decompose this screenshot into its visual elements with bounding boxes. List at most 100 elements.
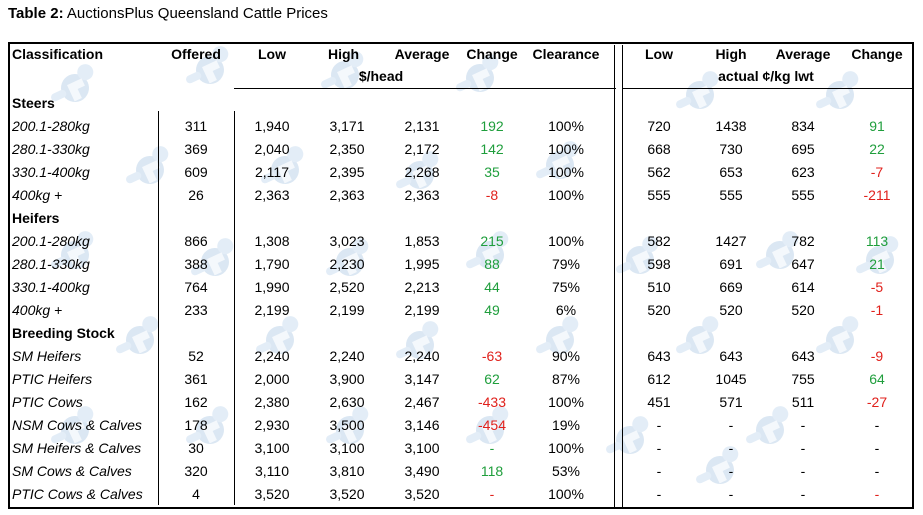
cell-clearance: 19% [551, 417, 581, 433]
cell-high: 3,171 [329, 118, 365, 134]
cell-high: 2,630 [329, 394, 365, 410]
cell-kg-low: 510 [647, 279, 671, 295]
cell-low: 2,380 [254, 394, 290, 410]
cell-change: -63 [481, 348, 503, 364]
cell-offered: 52 [188, 348, 204, 364]
cell-average: 3,146 [404, 417, 440, 433]
cell-clearance: 75% [551, 279, 581, 295]
cell-average: 3,147 [404, 371, 440, 387]
cell-kg-low: 612 [647, 371, 671, 387]
cell-change: - [489, 486, 495, 502]
cell-clearance: 100% [548, 486, 584, 502]
cell-offered: 609 [184, 164, 208, 180]
cell-kg-change: -1 [870, 302, 884, 318]
cell-offered: 4 [192, 486, 200, 502]
cell-average: 1,853 [404, 233, 440, 249]
cell-kg-change: -211 [863, 187, 891, 203]
cell-kg-high: 520 [719, 302, 743, 318]
cell-kg-high: 1427 [715, 233, 747, 249]
section-heading: Breeding Stock [12, 325, 115, 341]
row-label: 280.1-330kg [12, 256, 90, 272]
header-offered: Offered [171, 46, 221, 62]
cell-clearance: 100% [548, 394, 584, 410]
cell-high: 2,230 [329, 256, 365, 272]
row-label: SM Cows & Calves [12, 463, 132, 479]
cell-kg-high: 643 [719, 348, 743, 364]
cell-offered: 764 [184, 279, 208, 295]
cell-high: 2,395 [329, 164, 365, 180]
cell-kg-change: - [874, 486, 880, 502]
cell-kg-change: -5 [870, 279, 884, 295]
column-divider [234, 111, 235, 505]
cattle-prices-table [8, 42, 914, 509]
cell-low: 2,930 [254, 417, 290, 433]
cell-low: 1,990 [254, 279, 290, 295]
row-label: 200.1-280kg [12, 233, 90, 249]
cell-kg-low: - [656, 417, 662, 433]
cell-kg-high: 653 [719, 164, 743, 180]
cell-high: 2,350 [329, 141, 365, 157]
cell-offered: 162 [184, 394, 208, 410]
cell-change: 49 [484, 302, 500, 318]
cell-clearance: 100% [548, 440, 584, 456]
cell-kg-high: 571 [719, 394, 743, 410]
cell-kg-average: 647 [791, 256, 815, 272]
cell-average: 3,100 [404, 440, 440, 456]
table-caption: AuctionsPlus Queensland Cattle Prices [63, 5, 328, 22]
cell-kg-change: -27 [866, 394, 888, 410]
table-number: Table 2: [8, 5, 64, 22]
cell-kg-average: 511 [791, 394, 815, 410]
table-title: Table 2: AuctionsPlus Queensland Cattle … [8, 5, 328, 22]
cell-kg-change: 22 [869, 141, 885, 157]
cell-kg-change: 21 [869, 256, 885, 272]
header-rule [234, 88, 616, 89]
cell-kg-change: - [874, 463, 880, 479]
cell-average: 2,199 [404, 302, 440, 318]
cell-change: 88 [484, 256, 500, 272]
cell-average: 2,268 [404, 164, 440, 180]
row-label: 330.1-400kg [12, 164, 90, 180]
header-classification: Classification [12, 46, 104, 62]
cell-kg-average: 623 [791, 164, 815, 180]
row-label: 280.1-330kg [12, 141, 90, 157]
cell-kg-low: 582 [647, 233, 671, 249]
cell-kg-high: - [728, 417, 734, 433]
cell-average: 1,995 [404, 256, 440, 272]
cell-kg-average: 643 [791, 348, 815, 364]
cell-kg-average: - [800, 440, 806, 456]
cell-offered: 866 [184, 233, 208, 249]
cell-low: 2,040 [254, 141, 290, 157]
cell-change: 118 [480, 463, 504, 479]
cell-kg-low: 451 [647, 394, 671, 410]
cell-kg-change: -9 [870, 348, 884, 364]
cell-low: 3,520 [254, 486, 290, 502]
cell-low: 2,117 [255, 164, 289, 180]
cell-average: 2,467 [404, 394, 440, 410]
cell-average: 3,490 [404, 463, 440, 479]
cell-low: 2,363 [254, 187, 290, 203]
header-rule [622, 88, 912, 89]
row-label: PTIC Cows [12, 394, 83, 410]
cell-kg-high: - [728, 486, 734, 502]
cell-low: 3,100 [254, 440, 290, 456]
cell-high: 3,900 [329, 371, 365, 387]
cell-kg-change: 113 [865, 233, 889, 249]
section-heading: Steers [12, 95, 55, 111]
column-divider [622, 45, 623, 509]
cell-high: 3,500 [329, 417, 365, 433]
cell-low: 2,240 [254, 348, 290, 364]
cell-low: 1,308 [254, 233, 290, 249]
header-low: Low [258, 46, 286, 62]
header-kg-high: High [715, 46, 747, 62]
row-label: 330.1-400kg [12, 279, 90, 295]
cell-kg-low: 643 [647, 348, 671, 364]
cell-kg-average: - [800, 486, 806, 502]
cell-kg-low: - [656, 440, 662, 456]
cell-kg-change: - [874, 417, 880, 433]
cell-kg-average: 614 [791, 279, 815, 295]
cell-change: 35 [484, 164, 500, 180]
cell-offered: 178 [184, 417, 208, 433]
cell-kg-average: 695 [791, 141, 815, 157]
cell-change: -433 [477, 394, 507, 410]
cell-high: 2,363 [329, 187, 365, 203]
